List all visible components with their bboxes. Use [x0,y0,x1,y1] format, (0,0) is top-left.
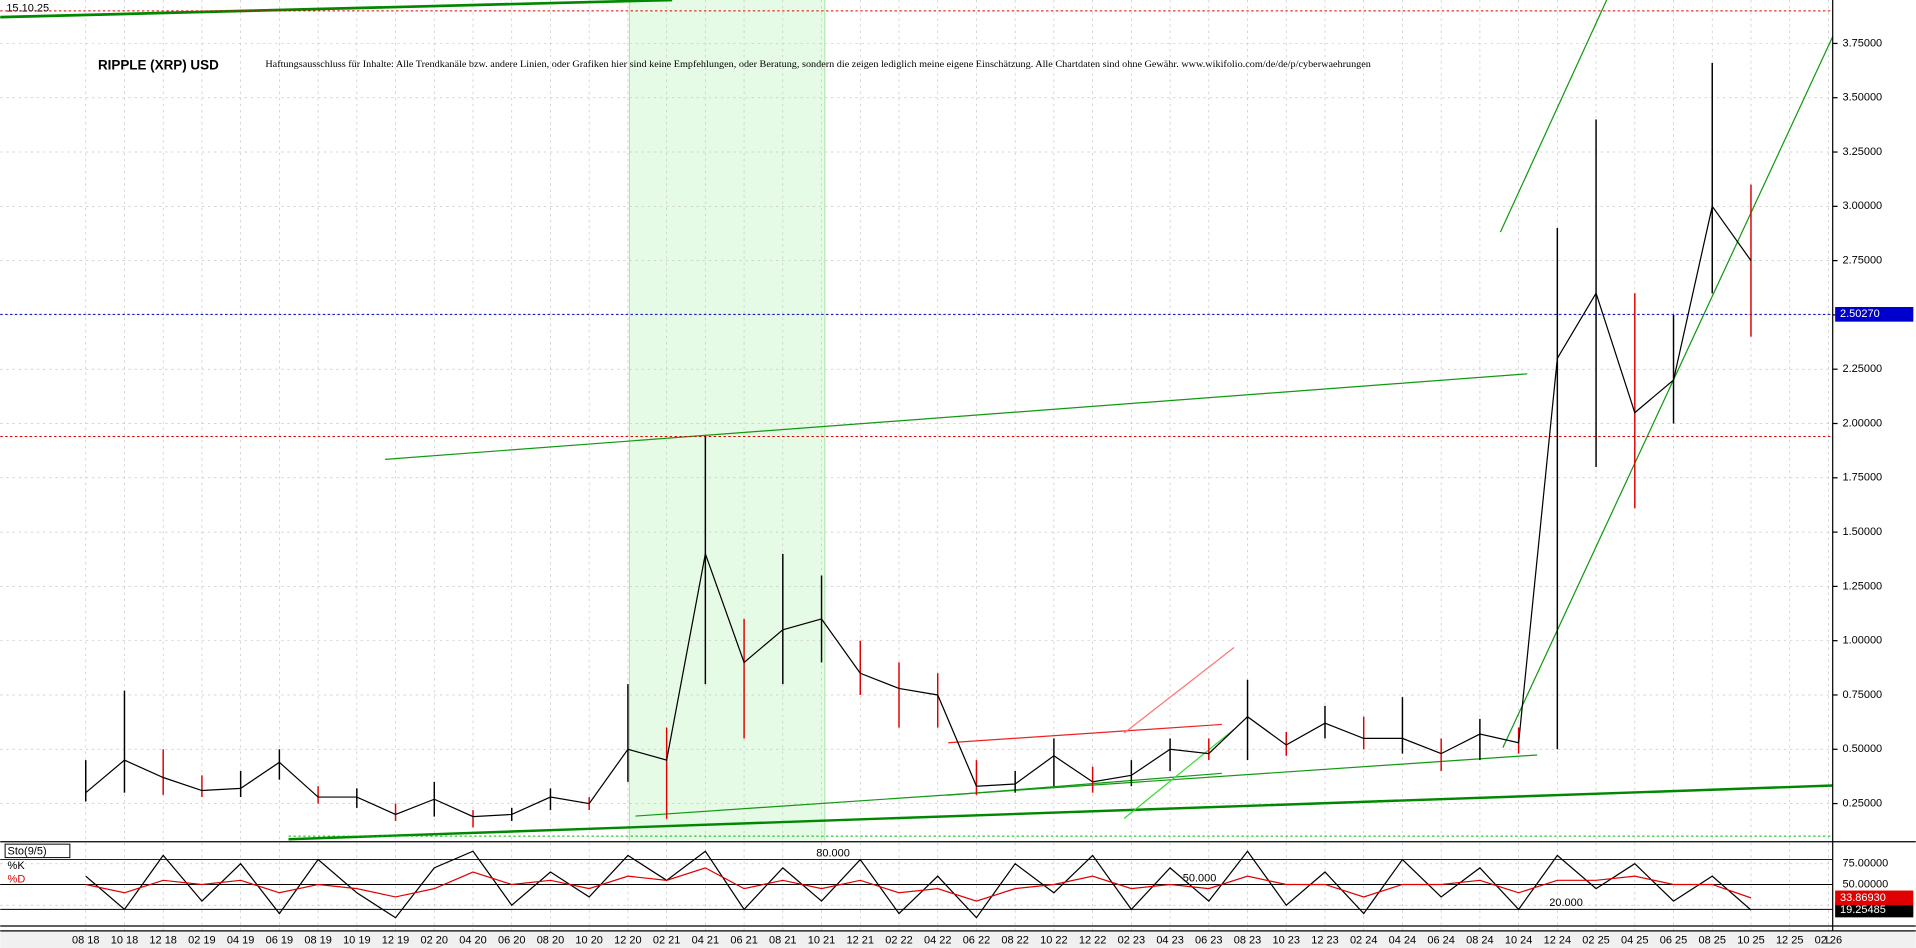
level-label: 20.000 [1549,897,1583,909]
y-tick-label: 1.50000 [1842,526,1882,538]
y-tick-label: 2.25000 [1842,363,1882,375]
y-tick-label: 0.50000 [1842,743,1882,755]
legend-entry: %K [8,860,26,872]
y-tick-label: 3.50000 [1842,92,1882,104]
trend-line [0,0,673,19]
indicator-header-box [4,843,71,859]
y-tick-label: 1.25000 [1842,580,1882,592]
price-line-series [85,204,1752,818]
x-tick-label: 08 18 [72,935,100,947]
x-tick-label: 12 20 [614,935,642,947]
y-tick-label: 3.75000 [1842,37,1882,49]
x-tick-label: 08 22 [1001,935,1029,947]
x-tick-label: 10 18 [111,935,138,947]
x-tick-label: 08 21 [769,935,797,947]
x-tick-label: 02 19 [188,935,215,947]
y-tick-label: 3.25000 [1842,146,1882,158]
x-tick-label: 04 25 [1621,935,1648,947]
x-tick-label: 10 19 [343,935,371,947]
x-axis-strip [0,930,1916,948]
y-tick-label: 2.00000 [1842,417,1882,429]
x-tick-label: 04 19 [227,935,255,947]
highlight-zone [629,0,825,841]
y-tick-label: 75.00000 [1842,858,1888,870]
stochastic-line [85,867,1752,902]
x-tick-label: 02 22 [885,935,913,947]
x-tick-label: 02 23 [1118,935,1146,947]
x-tick-label: 02 24 [1350,935,1377,947]
x-tick-label: 02 25 [1582,935,1609,947]
value-label-box [1835,890,1914,906]
x-tick-label: 12 21 [847,935,875,947]
x-tick-label: 06 23 [1195,935,1223,947]
y-tick-label: 3.00000 [1842,200,1882,212]
x-tick-label: 08 25 [1698,935,1725,947]
date-label: 15.10.25 [6,2,49,14]
x-tick-label: 06 19 [266,935,293,947]
level-label: 50.000 [1183,872,1217,884]
x-tick-label: 10 24 [1505,935,1532,947]
x-tick-label: 04 21 [692,935,720,947]
x-tick-label: 06 21 [730,935,758,947]
x-tick-label: 02 26 [1815,935,1842,947]
level-label: 80.000 [816,847,850,859]
x-tick-label: 04 24 [1389,935,1417,947]
x-tick-label: 12 24 [1544,935,1572,947]
trend-line [948,723,1222,744]
x-tick-label: 02 21 [653,935,681,947]
indicator-title: Sto(9/5) [8,845,47,857]
value-label-box [1835,902,1914,918]
y-tick-label: 1.75000 [1842,472,1882,484]
x-tick-label: 02 20 [421,935,449,947]
trend-line [1123,646,1235,734]
x-tick-label: 08 20 [537,935,565,947]
disclaimer: Haftungsausschluss für Inhalte: Alle Tre… [265,59,1371,70]
x-tick-label: 04 22 [924,935,952,947]
x-tick-label: 06 24 [1427,935,1455,947]
x-tick-label: 12 23 [1311,935,1339,947]
x-tick-label: 10 21 [808,935,836,947]
price-label: 2.50270 [1840,308,1880,320]
trend-line [385,373,1528,460]
price-layer [0,10,1833,837]
y-tick-label: 50.00000 [1842,878,1888,890]
x-tick-label: 12 19 [382,935,410,947]
value-label: 33.86930 [1840,892,1886,904]
x-tick-label: 08 23 [1234,935,1261,947]
trend-line [288,784,1833,841]
x-tick-label: 06 20 [498,935,526,947]
x-tick-label: 12 22 [1079,935,1107,947]
price-label-box [1835,306,1914,322]
y-tick-label: 0.75000 [1842,689,1882,701]
x-tick-label: 10 22 [1040,935,1068,947]
axis-end-label: L [1825,935,1831,947]
x-tick-label: 10 25 [1737,935,1764,947]
value-label: 19.25485 [1840,904,1886,916]
x-tick-label: 06 25 [1660,935,1688,947]
trend-line [1123,728,1235,819]
x-tick-label: 08 24 [1466,935,1493,947]
trend-line [635,754,1538,817]
x-tick-label: 12 18 [149,935,177,947]
stochastic-line [85,850,1752,919]
y-tick-label: 1.00000 [1842,635,1882,647]
channel-line [1499,0,1608,233]
y-tick-label: 2.75000 [1842,255,1882,267]
y-tick-label: 0.25000 [1842,797,1882,809]
x-tick-label: 04 20 [459,935,487,947]
chart-title: RIPPLE (XRP) USD [98,58,219,73]
trend-lines [0,0,1834,841]
x-tick-label: 08 19 [304,935,332,947]
x-tick-label: 10 23 [1273,935,1300,947]
x-tick-label: 04 23 [1156,935,1184,947]
x-tick-label: 10 20 [575,935,603,947]
legend-entry: %D [8,873,26,885]
x-tick-label: 12 25 [1776,935,1803,947]
stochastic-panel: 75.0000050.0000025.0000080.00050.00020.0… [0,847,1914,919]
x-tick-label: 06 22 [963,935,991,947]
